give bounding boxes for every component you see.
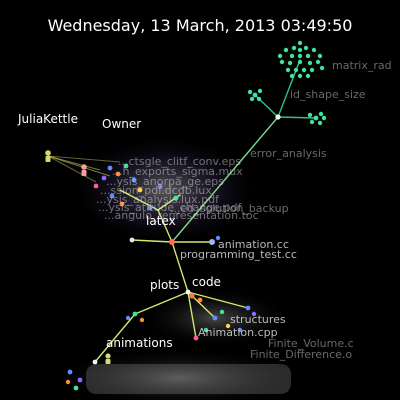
file-label-finite-difference: Finite_Difference.o	[250, 348, 353, 361]
cluster-file-label: ...ed_solution_backup	[170, 202, 289, 215]
cluster-file-label: ...angulo_representation.toc	[104, 209, 259, 222]
cluster-file-label: ...ysis_analysis.lux.pdf	[96, 193, 219, 206]
cluster-file-label: ...ssion_pdf.dcdb.lux	[100, 184, 212, 197]
cluster-file-label: ...ysis_anorpa_ge.eps	[106, 175, 224, 188]
timestamp: Wednesday, 13 March, 2013 03:49:50	[47, 16, 353, 35]
code-cluster-nodes	[125, 293, 257, 341]
file-label-animation-cpp: Animation.cpp	[198, 326, 278, 339]
file-label-programming-test: programming_test.cc	[180, 248, 297, 261]
animations-cluster-glow	[55, 348, 305, 400]
cluster-file-label: ...ctsgle_clitf_conv.eps	[118, 155, 242, 168]
user-label-julia: JuliaKettle	[18, 112, 78, 126]
cluster-file-label: ...h_exports_sigma.mux	[112, 165, 243, 178]
file-label-structures: structures	[230, 313, 286, 326]
user-label-owner: Owner	[102, 117, 142, 131]
file-label-matrix-rad: matrix_rad	[332, 59, 392, 72]
cluster-glow	[70, 135, 260, 245]
file-label-animation-cc: animation.cc	[218, 238, 289, 251]
animations-cluster-nodes	[65, 359, 291, 394]
cluster-file-label: ...ysis_atitude_change.pdf	[98, 201, 242, 214]
branches	[94, 59, 317, 363]
dir-label-animations: animations	[106, 336, 173, 350]
dir-label-latex: latex	[146, 214, 176, 228]
matrix-rad-cluster	[277, 40, 325, 79]
dir-label-code: code	[192, 275, 221, 289]
file-label-finite-volume: Finite_Volume.c	[268, 337, 354, 350]
file-label-error-analysis: error_analysis	[250, 147, 327, 160]
user-avatars	[45, 150, 111, 364]
id-shape-cluster	[247, 88, 327, 126]
user-beams	[47, 155, 121, 183]
dir-label-plots: plots	[150, 278, 180, 292]
file-label-id-shape-size: id_shape_size	[290, 88, 366, 101]
main-cluster-nodes	[93, 163, 221, 295]
